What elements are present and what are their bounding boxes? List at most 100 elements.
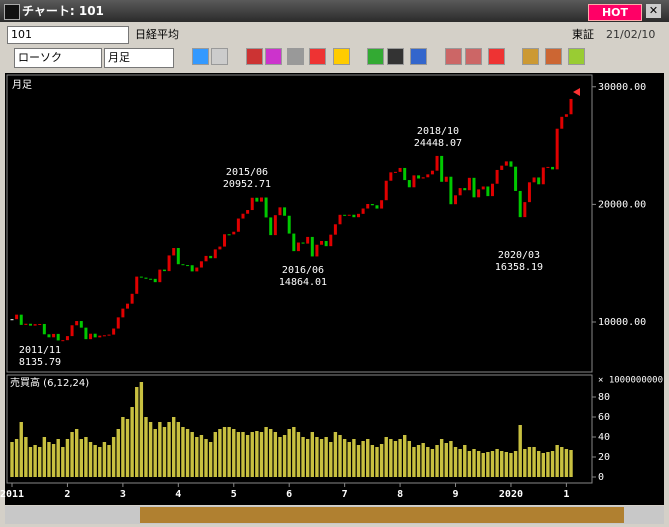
volume-bar [125,419,130,477]
annotation-date: 2011/11 [19,345,61,356]
period-select[interactable]: 月足 [104,48,174,68]
annotation-value: 14864.01 [279,277,327,288]
candle [421,177,425,179]
volume-bar [98,447,102,477]
candle [430,170,434,175]
toolbar-icon[interactable] [568,48,585,65]
volume-bar [107,445,111,477]
volume-bar [255,431,259,477]
toolbar-icon[interactable] [465,48,482,65]
toolbar-icon[interactable] [192,48,209,65]
candle [172,248,176,256]
y-tick-label: 40 [598,432,610,443]
app-icon [4,4,20,20]
candle [523,202,527,218]
candle [398,167,402,172]
toolbar-icon[interactable] [265,48,282,65]
candle [551,166,555,170]
candle [209,255,213,259]
toolbar-icon[interactable] [522,48,539,65]
annotation-date: 2020/03 [498,250,540,261]
toolbar-icon[interactable] [545,48,562,65]
candle [569,98,573,115]
volume-bar [111,437,116,477]
candle [181,264,185,266]
volume-bar [518,425,522,477]
volume-bar [167,422,171,477]
candle [135,276,139,294]
candle [15,314,19,320]
volume-bar [204,439,208,477]
candle [126,303,129,309]
toolbar-icon[interactable] [445,48,462,65]
candle [532,177,536,183]
candle [89,333,93,340]
toolbar-icon[interactable] [333,48,350,65]
volume-bar [218,429,222,477]
candle [61,340,65,342]
candle [370,203,374,206]
volume-bar [458,449,462,477]
toolbar-icon[interactable] [287,48,304,65]
volume-bar [158,422,162,477]
volume-bar [222,427,227,477]
annotation-date: 2016/06 [282,265,324,276]
toolbar-icon[interactable] [309,48,326,65]
candle [357,213,360,218]
volume-bar [282,435,287,477]
volume-bar [342,439,347,477]
x-tick-label: 1 [563,489,569,500]
x-tick-label: 2 [64,489,70,500]
candle [232,231,236,235]
price-pane [6,74,593,373]
annotation-date: 2015/06 [226,167,268,178]
x-tick-label: 4 [175,489,181,500]
candle [527,182,531,203]
title-bar: チャート: 101 HOT ✕ [0,0,669,22]
candle [75,321,79,326]
candle [417,175,421,179]
toolbar-icon[interactable] [211,48,228,65]
candle [47,334,51,338]
toolbar-icon[interactable] [246,48,263,65]
candle [546,166,550,168]
volume-bar [430,449,435,477]
volume-bar [250,432,254,477]
toolbar-icon[interactable] [387,48,404,65]
toolbar-icon[interactable] [367,48,384,65]
x-tick-label: 9 [453,489,459,500]
volume-bar [370,445,375,477]
volume-bar [10,442,14,477]
candle [167,255,171,272]
volume-bar [486,452,490,477]
toolbar-icon[interactable] [488,48,505,65]
scroll-thumb[interactable] [140,507,624,523]
candle [246,210,250,214]
chart-kind-select[interactable]: ローソク [14,48,102,68]
volume-bar [426,447,430,477]
volume-bar [403,435,407,477]
volume-title: 売買高 (6,12,24) [10,376,89,389]
close-button[interactable]: ✕ [646,4,661,18]
code-input[interactable]: 101 [7,26,129,44]
volume-bar [476,451,481,477]
volume-bar [329,442,333,477]
hot-button[interactable]: HOT [588,4,642,21]
volume-bar [564,449,569,477]
volume-bar [416,445,421,477]
volume-bar [389,439,393,477]
volume-bar [481,453,485,477]
candle [463,188,467,191]
candle [199,261,203,268]
toolbar-icon[interactable] [410,48,427,65]
candle [329,234,333,247]
volume-bar [28,447,33,477]
candle [324,241,328,247]
candle [116,317,120,329]
volume-bar [398,439,402,477]
volume-bar [490,451,495,477]
volume-bar [172,417,176,477]
candle [500,165,504,170]
candle [292,233,296,252]
